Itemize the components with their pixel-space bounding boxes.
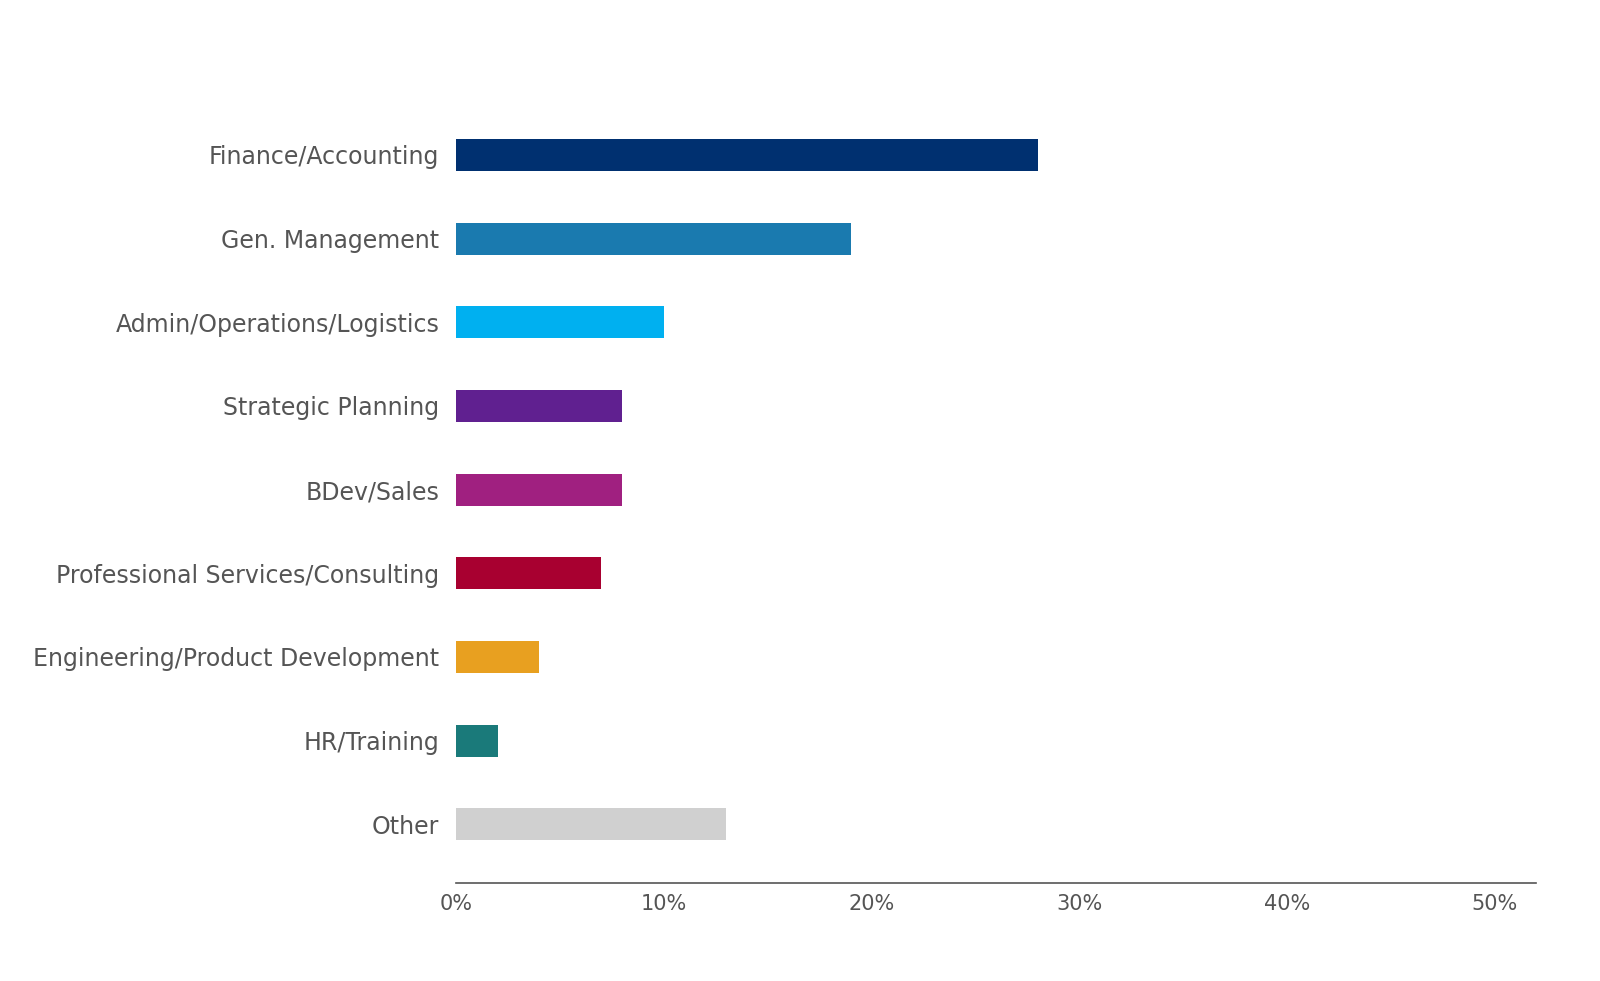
Bar [456,223,851,254]
Bar [456,139,1037,171]
Bar [456,557,602,590]
Bar [456,725,498,756]
Bar [456,808,726,840]
Bar [456,642,539,673]
Bar [456,474,622,505]
Bar [456,306,664,338]
Bar [456,390,622,422]
